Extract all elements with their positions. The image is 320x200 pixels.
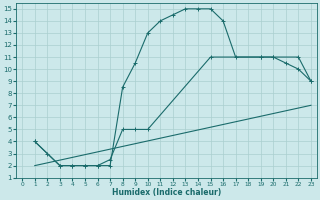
- X-axis label: Humidex (Indice chaleur): Humidex (Indice chaleur): [112, 188, 221, 197]
